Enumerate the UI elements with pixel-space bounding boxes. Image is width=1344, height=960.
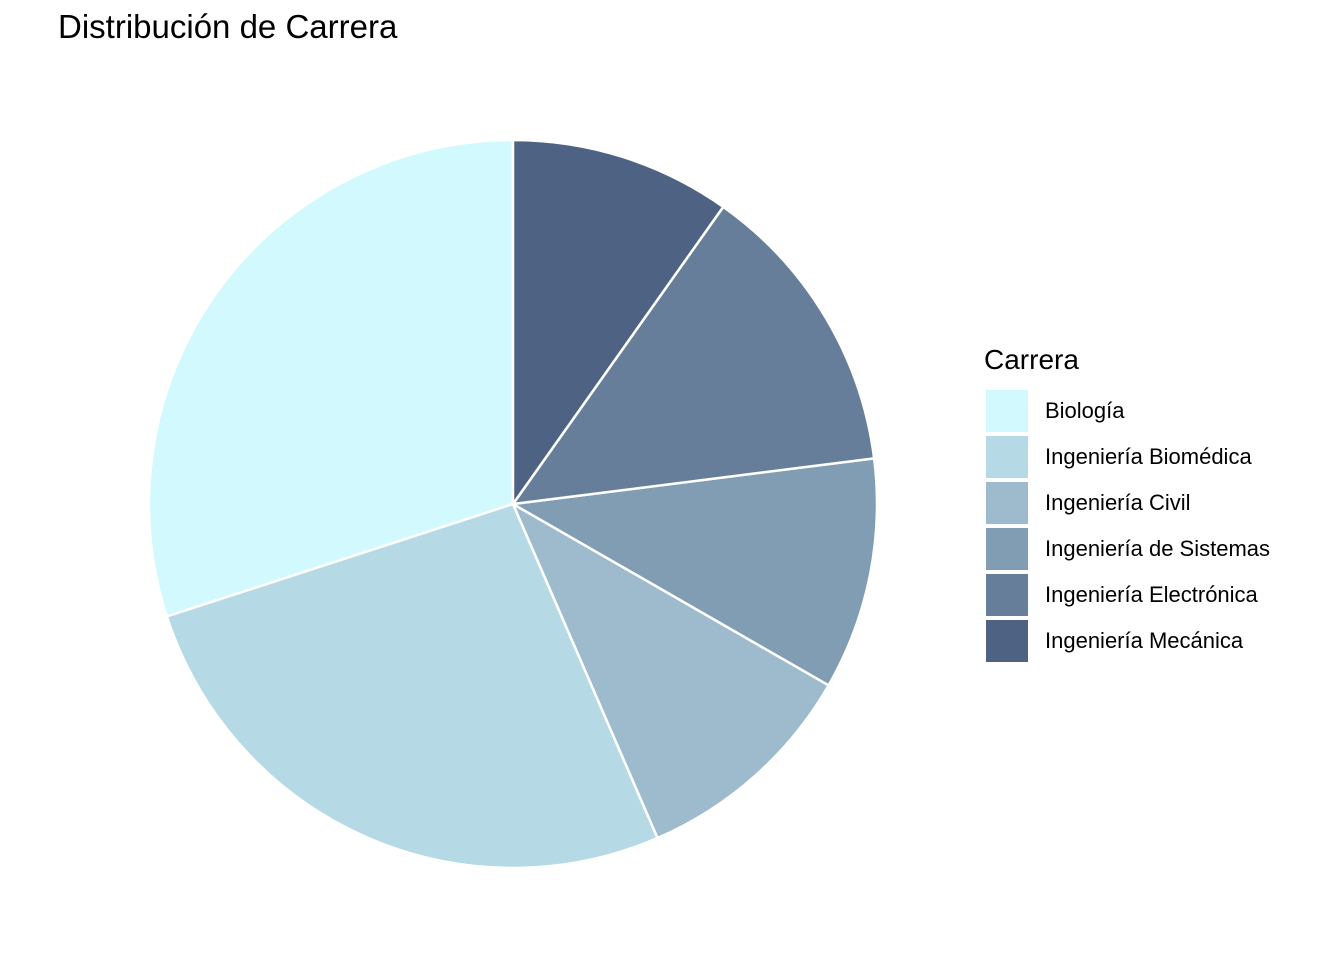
legend-item-ingenieria-de-sistemas: Ingeniería de Sistemas [984, 526, 1270, 572]
legend-item-ingenieria-civil: Ingeniería Civil [984, 480, 1270, 526]
legend-item-ingenieria-mecanica: Ingeniería Mecánica [984, 618, 1270, 664]
pie-slice-ingenieria-civil [511, 502, 830, 840]
legend-swatch [986, 620, 1028, 662]
legend-label: Biología [1045, 398, 1125, 423]
legend-label: Ingeniería Biomédica [1045, 444, 1252, 469]
legend-title: Carrera [984, 344, 1079, 375]
legend-item-ingenieria-biomedica: Ingeniería Biomédica [984, 434, 1270, 480]
legend-label: Ingeniería Mecánica [1045, 628, 1244, 653]
legend-swatch [986, 390, 1028, 432]
pie-slice-biologia [147, 138, 515, 618]
chart-title: Distribución de Carrera [58, 8, 398, 45]
legend-swatch [986, 482, 1028, 524]
legend-item-biologia: Biología [984, 388, 1270, 434]
legend-swatch [986, 436, 1028, 478]
legend-items: Biología Ingeniería Biomédica Ingeniería C… [984, 388, 1270, 664]
pie-slice-ingenieria-electronica [511, 205, 876, 506]
pie-slice-ingenieria-de-sistemas [511, 457, 879, 687]
legend-label: Ingeniería de Sistemas [1045, 536, 1271, 561]
legend-swatch [986, 528, 1028, 570]
legend-item-ingenieria-electronica: Ingeniería Electrónica [984, 572, 1270, 618]
pie-slice-ingenieria-mecanica [511, 138, 725, 506]
legend: Carrera Biología Ingeniería Biomédica Inge… [984, 340, 1270, 664]
legend-label: Ingeniería Electrónica [1045, 582, 1258, 607]
pie-slice-ingenieria-biomedica [165, 502, 659, 870]
legend-label: Ingeniería Civil [1045, 490, 1191, 515]
legend-swatch [986, 574, 1028, 616]
